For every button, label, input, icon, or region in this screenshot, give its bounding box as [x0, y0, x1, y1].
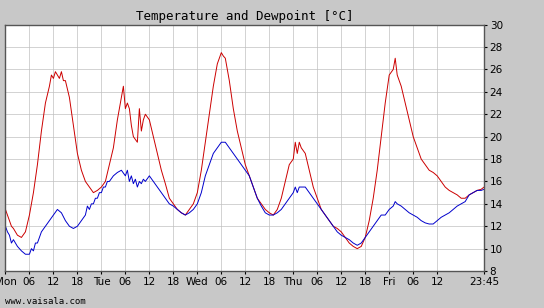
Text: www.vaisala.com: www.vaisala.com	[5, 298, 86, 306]
Title: Temperature and Dewpoint [°C]: Temperature and Dewpoint [°C]	[136, 10, 354, 23]
